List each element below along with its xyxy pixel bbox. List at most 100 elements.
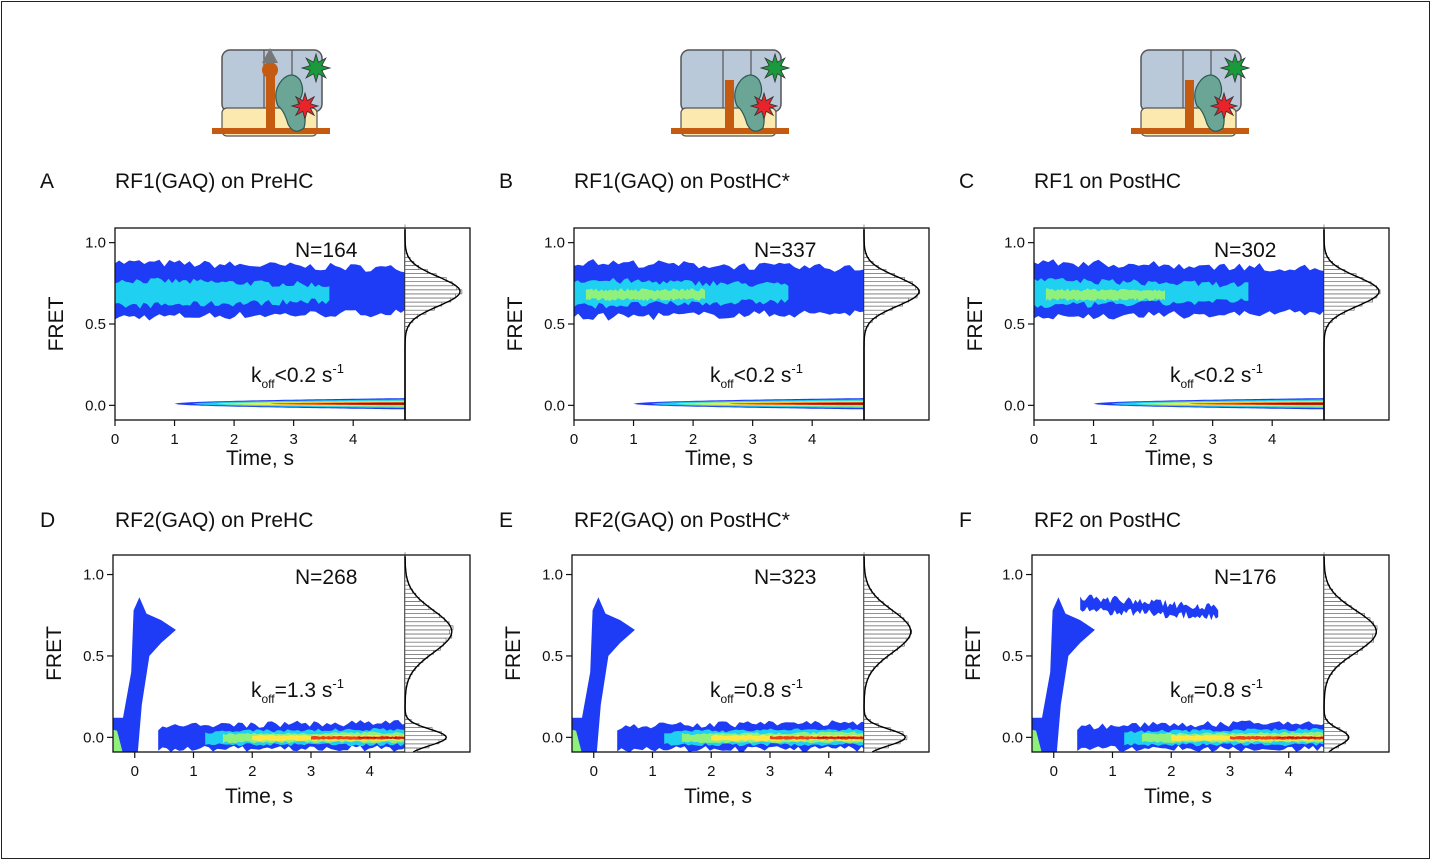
rate-symbol: k	[710, 679, 721, 702]
n-count: N=164	[295, 239, 358, 262]
x-axis-label: Time, s	[226, 447, 294, 470]
rate-subscript: off	[262, 692, 276, 706]
histogram-bin	[1323, 629, 1377, 635]
histogram-bin	[1323, 301, 1363, 307]
density-contour	[585, 288, 705, 302]
n-count: N=176	[1214, 566, 1276, 589]
panel-letter: F	[959, 509, 972, 532]
density-contour	[817, 737, 864, 739]
histogram-bin	[1323, 658, 1345, 663]
x-tick-label: 3	[289, 431, 297, 448]
rate-label: koff=1.3 s-1	[251, 676, 344, 706]
histogram-bin	[863, 645, 898, 651]
y-tick-label: 1.0	[1002, 567, 1023, 584]
histogram-bin	[1323, 633, 1374, 639]
rate-symbol: k	[1170, 364, 1181, 387]
histogram-bin	[404, 637, 447, 643]
rate-text: <0.2 s	[1194, 364, 1252, 387]
x-tick-label: 4	[1285, 763, 1293, 780]
density-contour	[113, 597, 176, 752]
contour-layer	[572, 597, 864, 752]
histogram-bin	[863, 281, 913, 287]
x-axis-label: Time, s	[1145, 447, 1213, 470]
histogram-bin	[1323, 625, 1378, 631]
plot-frame	[114, 227, 406, 421]
histogram-bin	[863, 289, 921, 295]
rate-symbol: k	[710, 364, 721, 387]
x-tick-label: 4	[825, 763, 833, 780]
rate-label: koff<0.2 s-1	[251, 361, 344, 391]
rate-subscript: off	[262, 377, 276, 391]
histogram-bin	[1323, 645, 1363, 651]
x-tick-label: 2	[230, 431, 238, 448]
density-contour	[1045, 288, 1165, 302]
histogram-bin	[863, 305, 893, 311]
histogram-bin	[863, 613, 901, 618]
histogram-bin	[404, 301, 443, 307]
density-contour	[358, 737, 405, 739]
histogram-bin	[863, 625, 911, 631]
x-tick-label: 3	[307, 763, 315, 780]
histogram-bin	[1323, 613, 1365, 618]
histogram-bin	[404, 658, 424, 663]
y-tick-label: 0.0	[83, 729, 104, 746]
rate-subscript: off	[1181, 692, 1195, 706]
histogram-fit	[404, 229, 461, 420]
x-tick-label: 3	[766, 763, 774, 780]
n-count: N=268	[295, 566, 357, 589]
histogram-bin	[404, 297, 452, 303]
x-axis-label: Time, s	[684, 785, 752, 808]
histogram-bin	[404, 641, 444, 647]
x-tick-label: 1	[1089, 431, 1097, 448]
density-contour	[113, 729, 123, 752]
x-tick-label: 2	[1167, 763, 1175, 780]
histogram-bin	[404, 289, 463, 295]
y-tick-label: 0.0	[544, 397, 565, 414]
histogram-bin	[404, 605, 430, 610]
y-axis-label: FRET	[45, 296, 68, 351]
rate-subscript: off	[1181, 377, 1195, 391]
rate-symbol: k	[1170, 679, 1181, 702]
histogram-bin	[1323, 649, 1358, 655]
icon-release-factor	[1194, 74, 1225, 132]
histogram-bin	[404, 654, 429, 659]
contour-layer	[113, 597, 405, 752]
histogram-bin	[1323, 609, 1357, 614]
histogram-bin	[1323, 285, 1378, 291]
x-tick-label: 3	[1226, 763, 1234, 780]
contour-layer	[1032, 594, 1324, 752]
rate-symbol: k	[251, 679, 262, 702]
histogram-bin	[404, 293, 456, 299]
contour-layer	[115, 259, 405, 410]
histogram-bin	[404, 285, 458, 291]
y-tick-label: 1.0	[542, 567, 563, 584]
rate-label: koff<0.2 s-1	[710, 361, 803, 391]
rate-symbol: k	[251, 364, 262, 387]
y-tick-label: 0.5	[1002, 648, 1023, 665]
histogram-bin	[404, 613, 440, 618]
x-axis-label: Time, s	[685, 447, 753, 470]
x-tick-label: 0	[1030, 431, 1038, 448]
histogram-bin	[863, 629, 912, 635]
x-tick-label: 3	[1208, 431, 1216, 448]
contour-layer	[1034, 259, 1324, 410]
rate-text: =0.8 s	[1194, 679, 1252, 702]
panel-title: RF1(GAQ) on PreHC	[115, 170, 313, 193]
icon-peptide-tip	[262, 48, 278, 63]
histogram-bin	[404, 645, 441, 651]
icon-fluorophore	[749, 91, 779, 121]
histogram-bin	[404, 597, 420, 602]
histogram-bin	[404, 281, 453, 287]
icon-fluorophore	[759, 52, 791, 84]
rate-superscript: -1	[1251, 361, 1263, 376]
x-tick-label: 1	[189, 763, 197, 780]
histogram-bin	[1323, 281, 1372, 287]
rate-text: =0.8 s	[734, 679, 792, 702]
histogram-bin	[1323, 641, 1368, 647]
histogram-bin	[1323, 621, 1374, 627]
histogram-bin	[863, 297, 910, 303]
panel-letter: C	[959, 170, 974, 193]
panel-title: RF2(GAQ) on PreHC	[115, 509, 313, 532]
y-tick-label: 1.0	[544, 235, 565, 252]
